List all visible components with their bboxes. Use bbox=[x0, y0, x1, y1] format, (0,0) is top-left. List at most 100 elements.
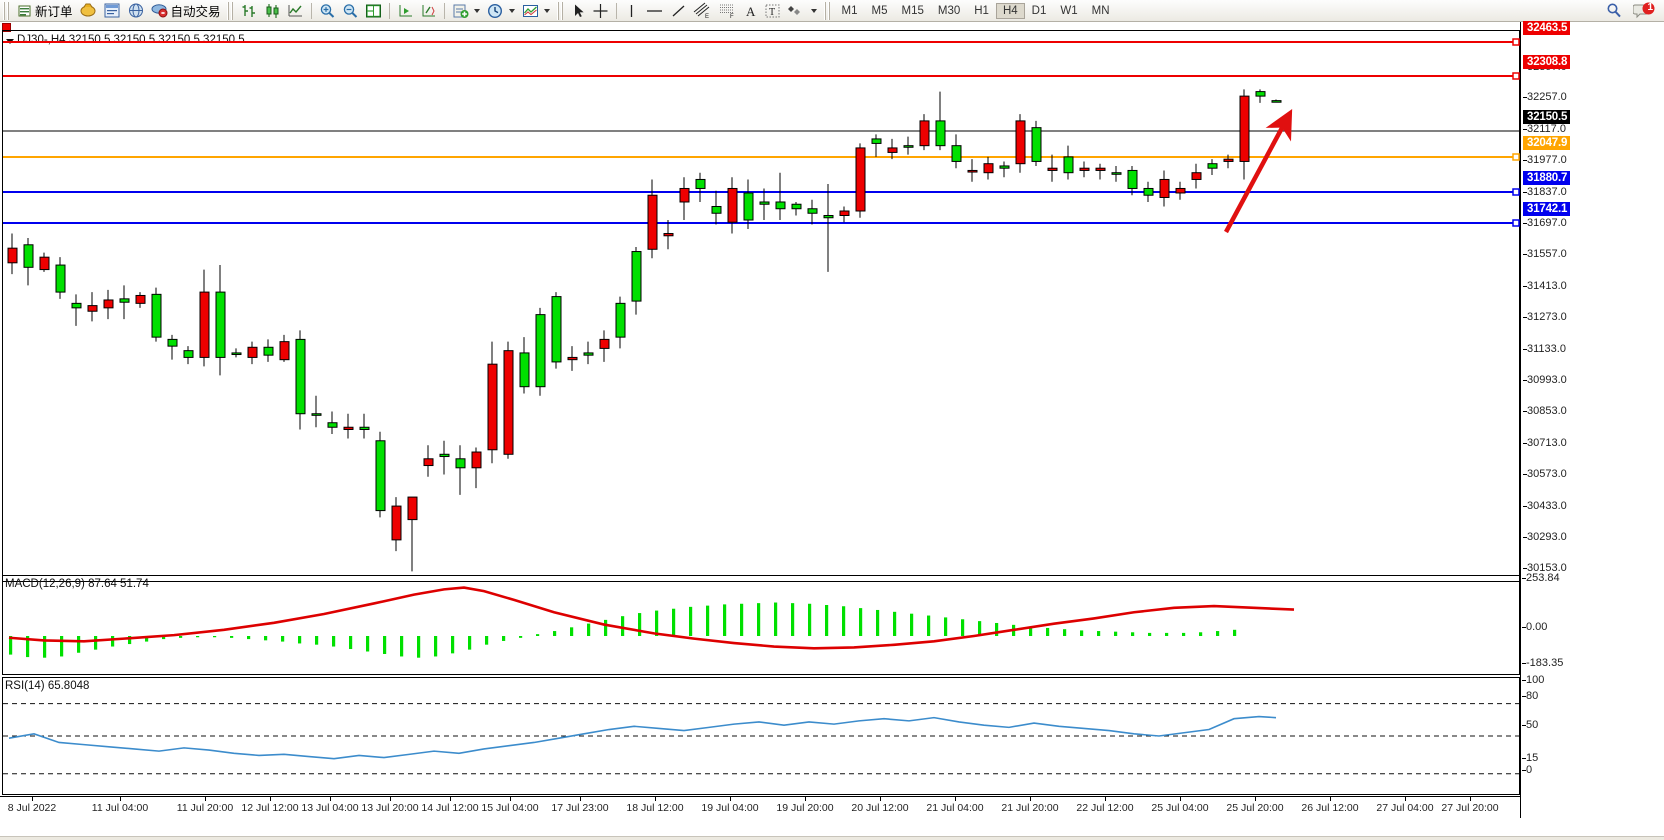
candle-body[interactable] bbox=[215, 291, 226, 358]
new-order-button[interactable]: 新订单 bbox=[14, 1, 76, 21]
candle-body[interactable] bbox=[631, 251, 642, 302]
candle-body[interactable] bbox=[87, 305, 98, 312]
macd-histogram-bar[interactable] bbox=[400, 636, 404, 657]
candle[interactable] bbox=[679, 177, 690, 221]
macd-histogram-bar[interactable] bbox=[995, 622, 999, 636]
macd-histogram-bar[interactable] bbox=[1216, 631, 1220, 636]
candle[interactable] bbox=[743, 179, 754, 230]
candle-body[interactable] bbox=[263, 346, 274, 356]
candle-body[interactable] bbox=[1255, 91, 1266, 97]
candle[interactable] bbox=[1207, 159, 1218, 175]
candle[interactable] bbox=[1175, 181, 1186, 200]
candle-body[interactable] bbox=[231, 352, 242, 356]
candle-body[interactable] bbox=[1239, 95, 1250, 162]
candle[interactable] bbox=[1079, 161, 1090, 178]
candle[interactable] bbox=[791, 201, 802, 216]
candle-body[interactable] bbox=[455, 458, 466, 469]
candle[interactable] bbox=[999, 161, 1010, 178]
candle-body[interactable] bbox=[1175, 187, 1186, 194]
support-line-1-handle[interactable] bbox=[1512, 188, 1520, 196]
candle-body[interactable] bbox=[1079, 167, 1090, 171]
candle-body[interactable] bbox=[295, 338, 306, 415]
candle-body[interactable] bbox=[663, 233, 674, 237]
candle[interactable] bbox=[663, 220, 674, 250]
candle-body[interactable] bbox=[1031, 127, 1042, 162]
rsi-line[interactable] bbox=[8, 715, 1277, 760]
candle-body[interactable] bbox=[935, 120, 946, 147]
macd-histogram-bar[interactable] bbox=[944, 617, 948, 636]
candle[interactable] bbox=[55, 257, 66, 299]
candle[interactable] bbox=[855, 143, 866, 218]
timeframe-w1[interactable]: W1 bbox=[1060, 4, 1078, 17]
macd-histogram-bar[interactable] bbox=[1080, 630, 1084, 636]
candle[interactable] bbox=[391, 497, 402, 552]
candle[interactable] bbox=[919, 114, 930, 151]
candle-body[interactable] bbox=[727, 187, 738, 223]
price-level-badge-31742-1[interactable]: 31742.1 bbox=[1523, 202, 1571, 216]
vertical-line-tool-button[interactable] bbox=[621, 1, 642, 21]
fibonacci-tool-button[interactable]: F bbox=[715, 1, 740, 21]
macd-histogram-bar[interactable] bbox=[366, 636, 370, 652]
candle-body[interactable] bbox=[919, 120, 930, 147]
macd-histogram-bar[interactable] bbox=[26, 636, 30, 658]
macd-histogram-bar[interactable] bbox=[77, 636, 81, 653]
macd-histogram-bar[interactable] bbox=[315, 636, 319, 645]
candle[interactable] bbox=[1271, 99, 1282, 103]
macd-histogram-bar[interactable] bbox=[196, 636, 200, 638]
candle-body[interactable] bbox=[167, 338, 178, 347]
toolbar-grip-2[interactable] bbox=[226, 1, 235, 20]
period-chevron-down-icon[interactable] bbox=[508, 8, 515, 13]
toolbar-grip-3[interactable] bbox=[556, 1, 565, 20]
toolbar-grip-4[interactable] bbox=[823, 1, 832, 20]
candle[interactable] bbox=[727, 177, 738, 234]
macd-histogram-bar[interactable] bbox=[332, 636, 336, 647]
candle[interactable] bbox=[567, 346, 578, 371]
candle-body[interactable] bbox=[199, 291, 210, 358]
candle[interactable] bbox=[183, 346, 194, 365]
candle-body[interactable] bbox=[1111, 172, 1122, 175]
candle[interactable] bbox=[39, 252, 50, 272]
macd-histogram-bar[interactable] bbox=[230, 636, 234, 638]
candle-body[interactable] bbox=[743, 192, 754, 221]
candle[interactable] bbox=[887, 138, 898, 160]
terminal-window-button[interactable] bbox=[100, 1, 124, 21]
macd-histogram-bar[interactable] bbox=[162, 636, 166, 640]
timeframe-d1[interactable]: D1 bbox=[1031, 4, 1047, 17]
resistance-line-2-handle[interactable] bbox=[1512, 72, 1520, 80]
macd-histogram-bar[interactable] bbox=[893, 611, 897, 636]
candle[interactable] bbox=[951, 134, 962, 169]
candle[interactable] bbox=[1127, 165, 1138, 196]
candle[interactable] bbox=[631, 247, 642, 315]
chart-shift-button[interactable] bbox=[394, 1, 417, 21]
candle[interactable] bbox=[1191, 163, 1202, 189]
candle[interactable] bbox=[615, 296, 626, 349]
candle-body[interactable] bbox=[7, 247, 18, 264]
candle[interactable] bbox=[807, 199, 818, 225]
candle-body[interactable] bbox=[807, 208, 818, 214]
candle[interactable] bbox=[87, 292, 98, 322]
macd-histogram-bar[interactable] bbox=[1165, 632, 1169, 636]
timeframe-m5[interactable]: M5 bbox=[871, 4, 888, 17]
candle-body[interactable] bbox=[327, 422, 338, 428]
timeframe-m30[interactable]: M30 bbox=[937, 4, 961, 17]
up-arrow-annotation[interactable] bbox=[1224, 108, 1293, 234]
candle[interactable] bbox=[695, 172, 706, 202]
macd-histogram-bar[interactable] bbox=[247, 636, 251, 640]
price-level-badge-32463-5[interactable]: 32463.5 bbox=[1523, 21, 1571, 35]
candle-body[interactable] bbox=[135, 294, 146, 304]
candle[interactable] bbox=[439, 440, 450, 475]
candle[interactable] bbox=[1063, 145, 1074, 180]
horizontal-line-tool-button[interactable] bbox=[642, 1, 667, 21]
auto-scroll-button[interactable] bbox=[417, 1, 440, 21]
macd-histogram-bar[interactable] bbox=[774, 602, 778, 636]
macd-histogram-bar[interactable] bbox=[264, 636, 268, 641]
macd-histogram-bar[interactable] bbox=[1148, 632, 1152, 636]
candle[interactable] bbox=[215, 265, 226, 376]
macd-histogram-bar[interactable] bbox=[706, 605, 710, 636]
macd-histogram-bar[interactable] bbox=[383, 636, 387, 654]
macd-histogram-bar[interactable] bbox=[1029, 626, 1033, 636]
candle-body[interactable] bbox=[151, 293, 162, 338]
candle[interactable] bbox=[1015, 114, 1026, 173]
candle[interactable] bbox=[279, 334, 290, 362]
candle[interactable] bbox=[711, 190, 722, 225]
